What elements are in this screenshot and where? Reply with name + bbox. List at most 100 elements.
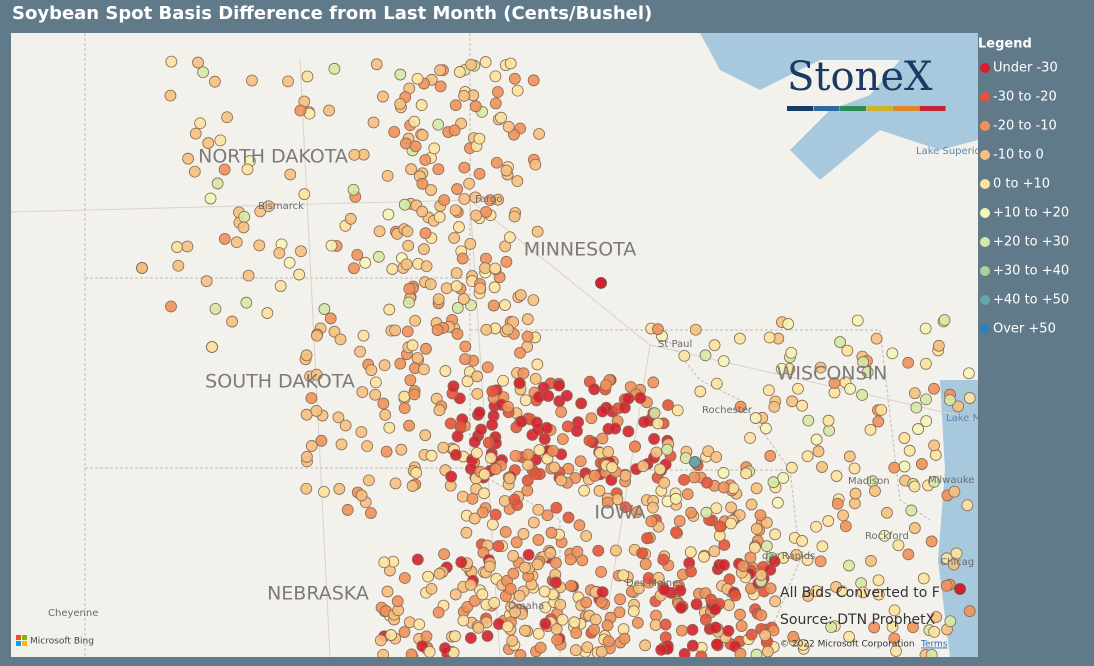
legend-swatch <box>980 295 990 305</box>
site-dot <box>848 462 861 475</box>
state-label: IOWA <box>594 502 645 524</box>
site-dot <box>339 419 352 432</box>
site-dot <box>810 433 823 446</box>
site-dot <box>786 395 798 408</box>
site-dot <box>622 392 635 405</box>
site-dot <box>333 483 346 495</box>
terms-link[interactable]: Terms <box>920 640 948 650</box>
site-dot <box>394 98 407 110</box>
site-dot <box>681 488 694 501</box>
site-dot <box>418 243 430 256</box>
site-dot <box>451 430 464 443</box>
site-dot <box>684 546 697 559</box>
title: Soybean Spot Basis Difference from Last … <box>12 3 653 24</box>
legend-label: +10 to +20 <box>993 206 1069 221</box>
site-dot <box>912 423 924 435</box>
site-dot <box>395 443 408 456</box>
site-dot <box>517 528 530 540</box>
site-dot <box>822 515 835 527</box>
place-label: Cheyenne <box>48 608 98 619</box>
site-dot <box>915 458 928 470</box>
site-dot <box>522 459 534 471</box>
site-dot <box>735 620 748 632</box>
site-dot <box>432 606 445 619</box>
site-dot <box>466 492 479 505</box>
site-dot <box>657 553 670 566</box>
site-dot <box>325 239 338 252</box>
site-dot <box>872 415 885 428</box>
site-dot <box>610 544 622 557</box>
site-dot <box>810 585 823 598</box>
site-dot <box>848 497 861 510</box>
site-dot <box>230 236 243 249</box>
site-dot <box>744 432 756 444</box>
site-dot <box>910 401 923 414</box>
site-dot <box>962 367 975 380</box>
site-dot <box>556 613 569 626</box>
site-dot <box>678 648 691 657</box>
site-dot <box>413 618 426 631</box>
site-dot <box>652 323 664 336</box>
site-dot <box>560 389 573 402</box>
site-dot <box>474 282 486 295</box>
site-dot <box>822 414 835 427</box>
site-dot <box>539 617 552 630</box>
site-dot <box>394 357 407 370</box>
site-dot <box>888 604 901 617</box>
logo: StoneX <box>787 54 933 100</box>
site-dot <box>606 461 618 474</box>
site-dot <box>538 585 551 598</box>
site-dot <box>406 339 419 352</box>
site-dot <box>734 647 747 657</box>
site-dot <box>341 504 354 516</box>
site-dot <box>476 506 489 519</box>
site-dot <box>870 332 883 345</box>
site-dot <box>641 532 654 545</box>
site-dot <box>595 596 608 609</box>
site-dot <box>439 642 451 655</box>
site-dot <box>470 209 483 222</box>
site-dot <box>745 628 758 641</box>
site-dot <box>571 545 584 558</box>
site-dot <box>513 377 526 389</box>
site-dot <box>699 613 712 626</box>
place-label: Bismarck <box>258 201 304 212</box>
site-dot <box>601 496 614 509</box>
site-dot <box>449 449 462 461</box>
site-dot <box>415 99 428 111</box>
site-dot <box>489 70 502 83</box>
site-dot <box>365 364 378 377</box>
site-dot <box>710 502 723 515</box>
site-dot <box>737 560 750 573</box>
site-dot <box>694 385 707 398</box>
site-dot <box>617 569 630 582</box>
site-dot <box>760 540 773 553</box>
site-dot <box>511 175 524 188</box>
site-dot <box>578 484 590 497</box>
site-dot <box>928 475 941 488</box>
site-dot <box>354 345 366 358</box>
site-dot <box>237 221 250 234</box>
site-dot <box>439 365 452 377</box>
site-dot <box>209 303 222 315</box>
state-label: MINNESOTA <box>524 239 637 261</box>
site-dot <box>508 72 521 85</box>
site-dot <box>917 572 930 585</box>
site-dot <box>555 474 568 487</box>
site-dot <box>647 376 660 389</box>
site-dot <box>432 118 445 131</box>
site-dot <box>295 245 307 258</box>
site-dot <box>650 446 663 459</box>
site-dot <box>944 615 957 628</box>
site-dot <box>445 470 458 483</box>
site-dot <box>347 183 360 196</box>
site-dot <box>531 558 544 571</box>
copyright: © 2022 Microsoft Corporation <box>780 640 915 650</box>
site-dot <box>403 419 415 432</box>
site-dot <box>456 252 469 265</box>
site-dot <box>652 571 665 584</box>
lake-superior <box>700 33 978 180</box>
site-dot <box>253 239 266 252</box>
site-dot <box>568 616 581 629</box>
site-dot <box>928 625 941 638</box>
